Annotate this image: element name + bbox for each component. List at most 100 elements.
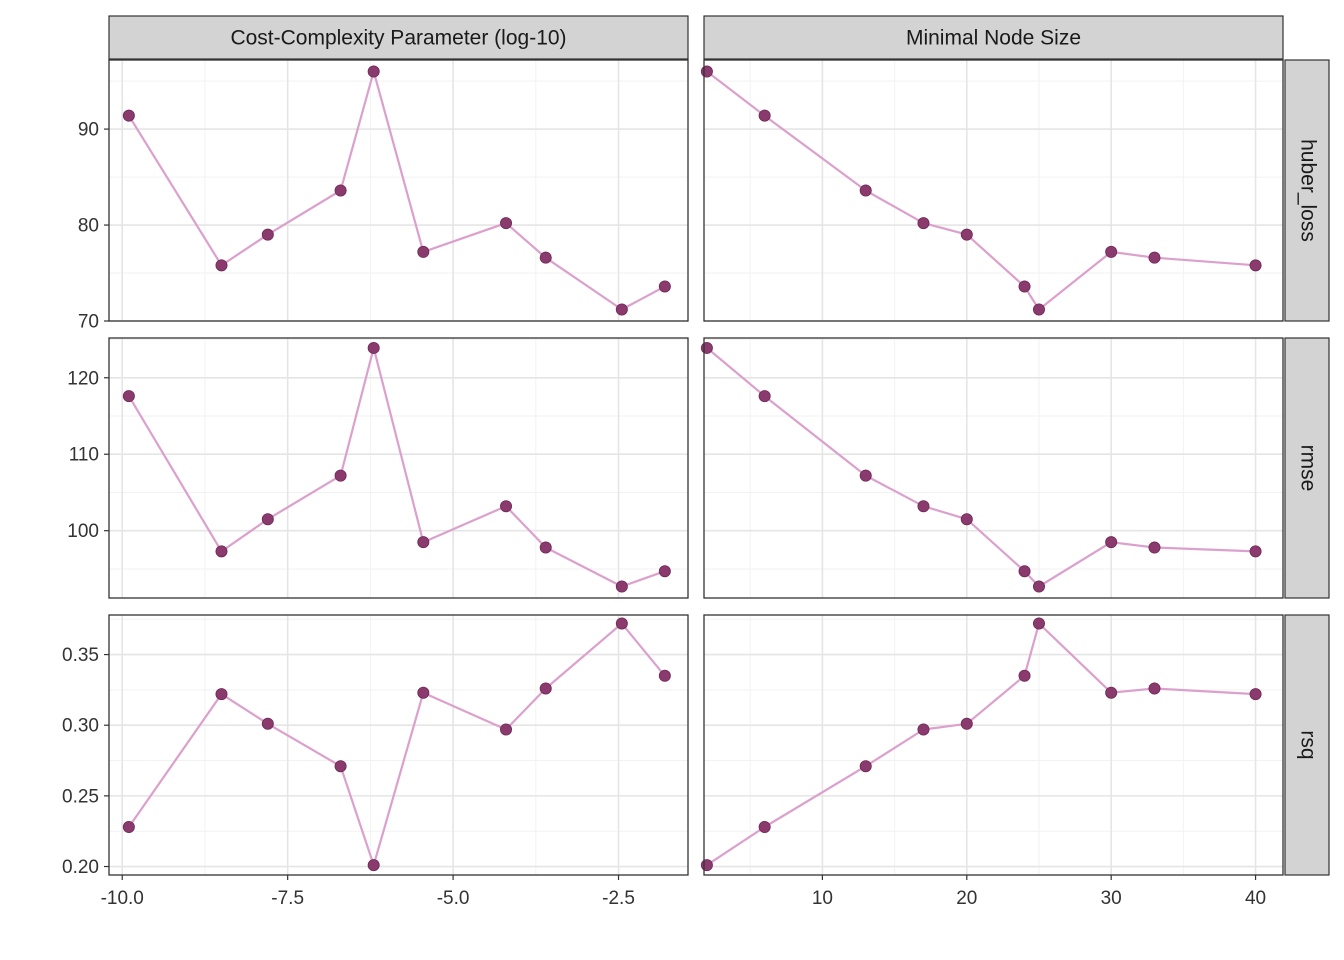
- data-point: [122, 390, 135, 403]
- data-point: [367, 65, 380, 78]
- panel-border: [108, 614, 689, 876]
- data-point: [917, 723, 930, 736]
- data-point: [615, 303, 628, 316]
- row-strip-0: [1284, 59, 1330, 322]
- column-strip-label-0: Cost-Complexity Parameter (log-10): [230, 27, 566, 50]
- x-tick-label: -10.0: [101, 888, 144, 909]
- panel-background: [109, 60, 688, 321]
- data-point: [758, 820, 771, 833]
- x-tick-label: 30: [1101, 888, 1122, 909]
- data-point: [500, 500, 513, 513]
- data-point: [1018, 669, 1031, 682]
- data-point: [1148, 251, 1161, 264]
- y-tick-label: 0.25: [62, 786, 99, 807]
- y-tick-label: 110: [69, 445, 99, 466]
- row-strip-1: [1284, 337, 1330, 599]
- data-point: [1249, 259, 1262, 272]
- data-point: [1105, 536, 1118, 549]
- data-point: [960, 228, 973, 241]
- data-point: [1018, 280, 1031, 293]
- data-point: [417, 686, 430, 699]
- panel-rmse-0: 100 110 120: [67, 337, 689, 599]
- series-line: [706, 622, 1256, 867]
- data-point: [859, 760, 872, 773]
- data-point: [700, 341, 713, 354]
- data-point: [334, 184, 347, 197]
- data-point: [539, 682, 552, 695]
- data-point: [1249, 688, 1262, 701]
- column-strip-0: [108, 15, 689, 60]
- panel-border: [703, 337, 1284, 599]
- x-tick-label: 40: [1245, 888, 1266, 909]
- panel-border: [108, 337, 689, 599]
- data-point: [500, 217, 513, 230]
- data-point: [658, 669, 671, 682]
- data-point: [215, 545, 228, 558]
- panel-huber_loss-1: [700, 59, 1284, 322]
- data-point: [1105, 686, 1118, 699]
- data-point: [859, 184, 872, 197]
- data-point: [417, 536, 430, 549]
- data-point: [1148, 541, 1161, 554]
- y-tick-label: 0.20: [62, 857, 99, 878]
- column-strip-label-1: Minimal Node Size: [906, 27, 1081, 50]
- data-point: [367, 859, 380, 872]
- data-point: [758, 109, 771, 122]
- data-point: [615, 617, 628, 630]
- panel-rsq-1: 10 20 30 40: [700, 614, 1284, 909]
- row-strip-2: [1284, 614, 1330, 876]
- data-point: [1105, 245, 1118, 258]
- data-point: [500, 723, 513, 736]
- data-point: [960, 717, 973, 730]
- data-point: [122, 820, 135, 833]
- data-point: [1148, 682, 1161, 695]
- data-point: [758, 390, 771, 403]
- y-tick-label: 100: [67, 521, 99, 542]
- data-point: [658, 565, 671, 578]
- x-tick-label: -2.5: [602, 888, 635, 909]
- data-point: [539, 251, 552, 264]
- data-point: [261, 717, 274, 730]
- row-strip-label-2: rsq: [1296, 730, 1319, 759]
- y-tick-label: 120: [67, 368, 99, 389]
- panel-background: [704, 60, 1283, 321]
- data-point: [261, 228, 274, 241]
- data-point: [700, 65, 713, 78]
- data-point: [1018, 565, 1031, 578]
- data-point: [859, 469, 872, 482]
- x-tick-label: 10: [812, 888, 833, 909]
- series-line: [127, 346, 666, 588]
- panel-huber_loss-0: 70 80 90: [78, 59, 689, 333]
- panel-background: [109, 338, 688, 598]
- data-point: [1032, 617, 1045, 630]
- data-point: [615, 580, 628, 593]
- series-line: [706, 70, 1256, 311]
- data-point: [700, 859, 713, 872]
- y-tick-label: 80: [78, 216, 99, 237]
- x-tick-label: -7.5: [271, 888, 304, 909]
- panel-border: [703, 59, 1284, 322]
- data-point: [215, 688, 228, 701]
- data-point: [917, 500, 930, 513]
- panel-background: [704, 338, 1283, 598]
- column-strip-1: [703, 15, 1284, 60]
- row-strip-label-0: huber_loss: [1296, 139, 1319, 242]
- data-point: [417, 245, 430, 258]
- data-point: [122, 109, 135, 122]
- y-tick-label: 70: [78, 312, 99, 333]
- data-point: [658, 280, 671, 293]
- series-line: [706, 347, 1256, 588]
- data-point: [1032, 580, 1045, 593]
- series-line: [127, 70, 666, 311]
- data-point: [1032, 303, 1045, 316]
- data-point: [539, 541, 552, 554]
- x-tick-label: 20: [956, 888, 977, 909]
- data-point: [1249, 545, 1262, 558]
- data-point: [367, 341, 380, 354]
- panel-rmse-1: [700, 337, 1284, 599]
- data-point: [334, 760, 347, 773]
- panel-border: [108, 59, 689, 322]
- data-point: [960, 513, 973, 526]
- panel-border: [703, 614, 1284, 876]
